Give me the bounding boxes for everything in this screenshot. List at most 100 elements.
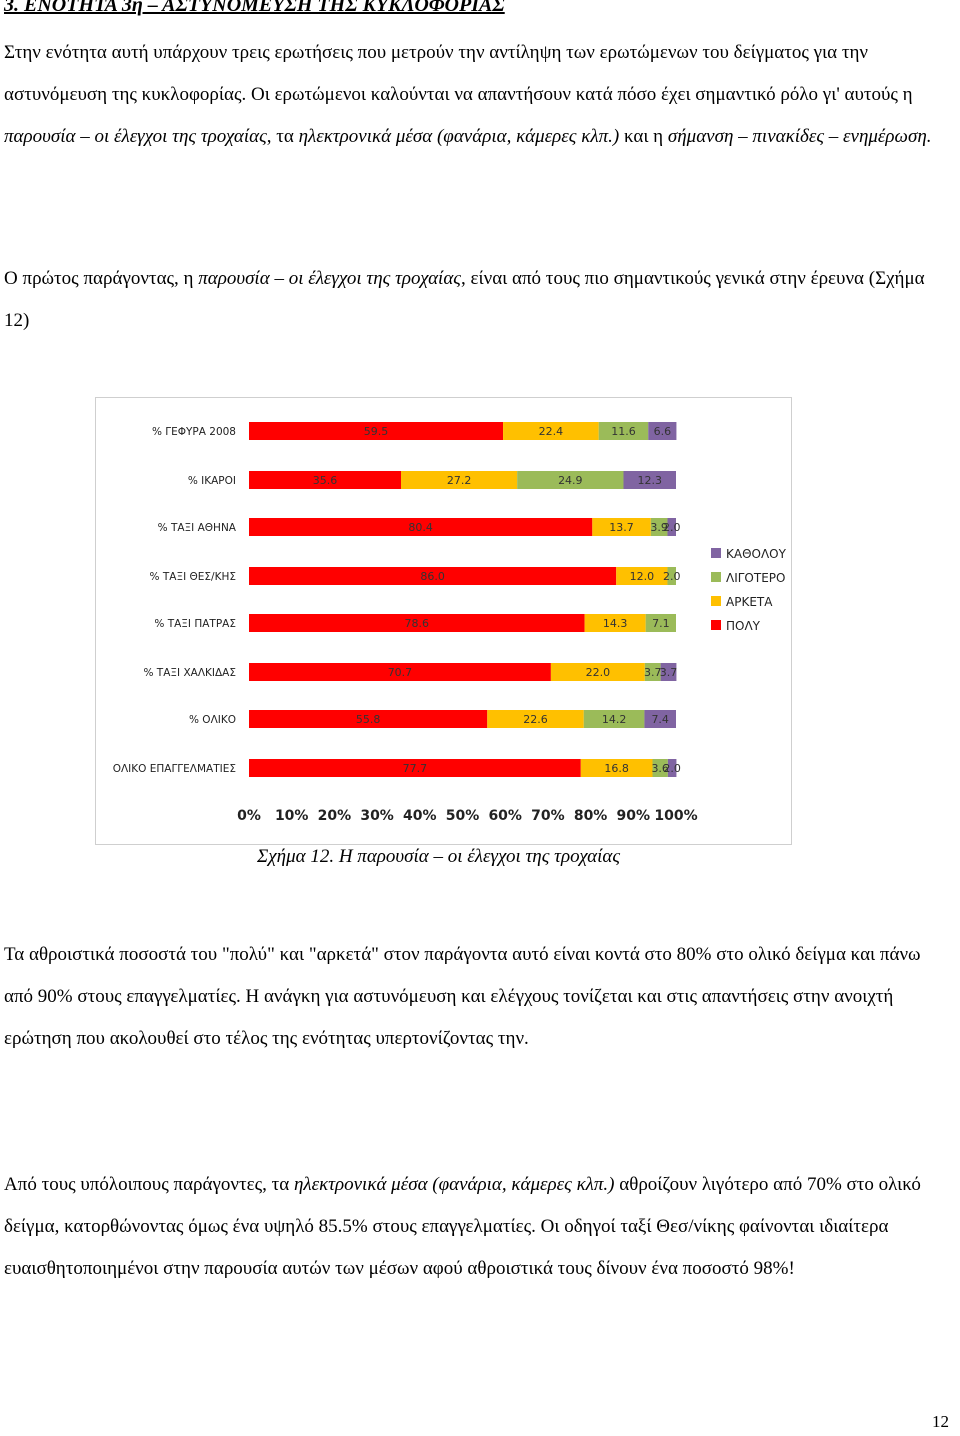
legend-swatch	[711, 548, 721, 558]
data-label: 55.8	[356, 713, 381, 726]
data-label: 27.2	[447, 474, 472, 487]
data-label: 7.1	[652, 617, 670, 630]
data-label: 22.6	[523, 713, 548, 726]
category-label: % ΤΑΞΙ ΑΘΗΝΑ	[158, 522, 237, 534]
bar-segment	[667, 518, 676, 536]
bar-segment	[249, 710, 488, 728]
data-label: 2.0	[663, 570, 681, 583]
bar-segment	[249, 759, 581, 777]
data-label: 12.3	[637, 474, 662, 487]
data-label: 22.0	[586, 666, 611, 679]
bar-segment	[517, 471, 624, 489]
x-tick-label: 40%	[403, 808, 437, 824]
other-factors-paragraph: Από τους υπόλοιπους παράγοντες, τα ηλεκτ…	[4, 1174, 921, 1279]
bar-segment	[592, 518, 651, 536]
bar-segment	[249, 471, 402, 489]
bar-segment	[667, 567, 676, 585]
data-label: 16.8	[604, 762, 629, 775]
bar-segment	[660, 663, 677, 681]
data-label: 3.9	[650, 521, 668, 534]
factor-paragraph: Ο πρώτος παράγοντας, η παρουσία – οι έλε…	[4, 268, 925, 331]
bar-segment	[616, 567, 668, 585]
legend-label: ΛΙΓΟΤΕΡΟ	[726, 571, 785, 585]
category-label: % ΓΕΦΥΡΑ 2008	[152, 426, 236, 438]
data-label: 24.9	[558, 474, 583, 487]
data-label: 59.5	[364, 425, 389, 438]
x-tick-label: 100%	[654, 808, 697, 824]
category-label: % ΤΑΞΙ ΘΕΣ/ΚΗΣ	[150, 571, 236, 583]
page-number: 12	[932, 1412, 949, 1431]
cumulative-paragraph: Τα αθροιστικά ποσοστά του "πολύ" και "αρ…	[4, 944, 921, 1049]
x-tick-label: 0%	[237, 808, 261, 824]
x-tick-label: 20%	[318, 808, 352, 824]
bar-segment	[598, 422, 649, 440]
category-label: ΟΛΙΚΟ ΕΠΑΓΓΕΛΜΑΤΙΕΣ	[113, 763, 236, 775]
legend-label: ΠΟΛΥ	[726, 619, 761, 633]
other-factors-em: ηλεκτρονικά μέσα (φανάρια, κάμερες κλπ.)	[293, 1174, 615, 1195]
legend-swatch	[711, 596, 721, 606]
category-label: % ΤΑΞΙ ΠΑΤΡΑΣ	[154, 618, 236, 630]
data-label: 3.6	[651, 762, 669, 775]
x-tick-label: 30%	[360, 808, 394, 824]
bar-segment	[580, 759, 653, 777]
data-label: 35.6	[313, 474, 338, 487]
data-label: 86.0	[420, 570, 445, 583]
legend-label: ΚΑΘΟΛΟΥ	[726, 547, 787, 561]
data-label: 22.4	[539, 425, 564, 438]
bar-segment	[644, 663, 661, 681]
data-label: 14.2	[602, 713, 627, 726]
legend-label: ΑΡΚΕΤΑ	[726, 595, 773, 609]
bar-segment	[249, 663, 551, 681]
data-label: 77.7	[403, 762, 428, 775]
bar-segment	[667, 759, 677, 777]
bar-segment	[652, 759, 668, 777]
data-label: 70.7	[388, 666, 413, 679]
bar-segment	[249, 422, 504, 440]
bar-segment	[584, 614, 646, 632]
x-tick-label: 80%	[574, 808, 608, 824]
bar-segment	[550, 663, 645, 681]
data-label: 6.6	[654, 425, 672, 438]
bar-segment	[645, 614, 676, 632]
data-label: 2.0	[663, 521, 681, 534]
factor-em: παρουσία – οι έλεγχοι της τροχαίας	[198, 268, 462, 289]
intro-em-electronic: ηλεκτρονικά μέσα (φανάρια, κάμερες κλπ.)	[298, 126, 620, 147]
x-tick-label: 90%	[617, 808, 651, 824]
x-tick-label: 50%	[446, 808, 480, 824]
data-label: 13.7	[609, 521, 634, 534]
data-label: 3.7	[644, 666, 662, 679]
data-label: 11.6	[611, 425, 636, 438]
bar-segment	[249, 614, 585, 632]
legend-swatch	[711, 572, 721, 582]
data-label: 12.0	[630, 570, 655, 583]
category-label: % ΟΛΙΚΟ	[189, 714, 236, 726]
data-label: 2.0	[663, 762, 681, 775]
section-heading: 3. ΕΝΟΤΗΤΑ 3η – ΑΣΤΥΝΟΜΕΥΣΗ ΤΗΣ ΚΥΚΛΟΦΟΡ…	[4, 0, 505, 16]
x-tick-label: 10%	[275, 808, 309, 824]
x-tick-label: 70%	[531, 808, 565, 824]
bar-segment	[249, 567, 617, 585]
x-tick-label: 60%	[488, 808, 522, 824]
stacked-bar-chart: % ΓΕΦΥΡΑ 2008 59.5 22.4 11.6 6.6 % ΙΚΑΡΟΙ 35.6…	[113, 422, 787, 824]
intro-paragraph: Στην ενότητα αυτή υπάρχουν τρεις ερωτήσε…	[4, 42, 932, 147]
bar-segment	[401, 471, 518, 489]
bar-segment	[583, 710, 645, 728]
data-label: 14.3	[603, 617, 628, 630]
bar-segment	[487, 710, 584, 728]
bar-segment	[648, 422, 677, 440]
bar-segment	[650, 518, 668, 536]
intro-em-signage: σήμανση – πινακίδες – ενημέρωση.	[667, 126, 932, 147]
chart-frame: % ΓΕΦΥΡΑ 2008 59.5 22.4 11.6 6.6 % ΙΚΑΡΟΙ 35.6…	[95, 397, 792, 845]
bar-segment	[249, 518, 593, 536]
data-label: 78.6	[405, 617, 430, 630]
legend-swatch	[711, 620, 721, 630]
data-label: 80.4	[408, 521, 433, 534]
figure-caption: Σχήμα 12. Η παρουσία – οι έλεγχοι της τρ…	[257, 846, 621, 867]
bar-segment	[503, 422, 599, 440]
intro-em-presence: παρουσία – οι έλεγχοι της τροχαίας	[4, 126, 267, 147]
bar-segment	[644, 710, 676, 728]
data-label: 3.7	[660, 666, 678, 679]
bar-segment	[623, 471, 676, 489]
category-label: % ΤΑΞΙ ΧΑΛΚΙΔΑΣ	[143, 667, 236, 679]
category-label: % ΙΚΑΡΟΙ	[188, 475, 236, 487]
